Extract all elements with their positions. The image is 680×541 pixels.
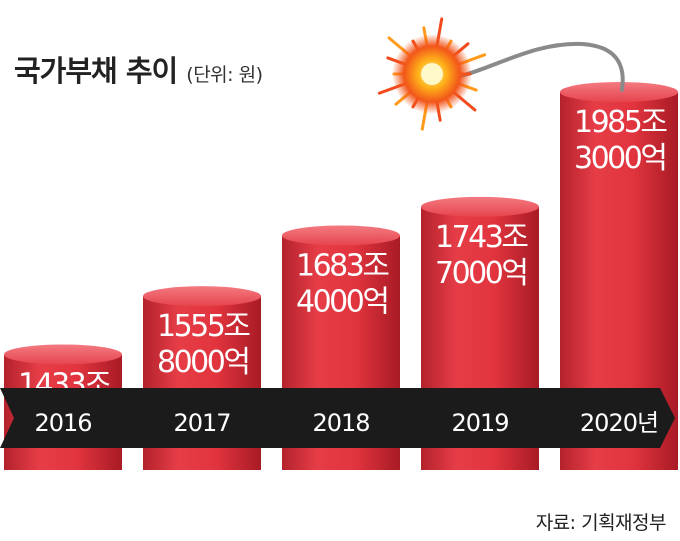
data-label-eok: 8000억 [157, 345, 248, 380]
spark-burst-icon [377, 17, 487, 131]
year-band [0, 388, 675, 448]
x-tick-label: 2017 [173, 409, 230, 437]
unit-label: (단위: 원) [186, 64, 263, 86]
data-label-jo: 1555조 [157, 309, 250, 344]
bar-cap [421, 196, 539, 217]
data-label-jo: 1743조 [435, 220, 528, 255]
chart-title: 국가부채 추이 [14, 54, 178, 88]
x-tick-label: 2020년 [580, 409, 658, 437]
fuse-wire [450, 41, 625, 92]
data-label-eok: 4000억 [296, 284, 387, 319]
x-tick-label: 2016 [34, 409, 91, 437]
data-label-eok: 7000억 [435, 256, 526, 291]
x-tick-label: 2019 [451, 409, 508, 437]
data-label-eok: 3000억 [574, 141, 665, 176]
source-note: 자료: 기획재정부 [535, 512, 667, 534]
bar-cap [143, 286, 261, 307]
x-tick-label: 2018 [312, 409, 369, 437]
bar-cap [560, 82, 678, 102]
bar-cap [4, 344, 122, 365]
chart-title-block: 국가부채 추이 (단위: 원) [14, 48, 263, 90]
data-label-jo: 1985조 [574, 105, 667, 140]
bar-cap [282, 225, 400, 246]
data-label-jo: 1683조 [296, 248, 389, 283]
